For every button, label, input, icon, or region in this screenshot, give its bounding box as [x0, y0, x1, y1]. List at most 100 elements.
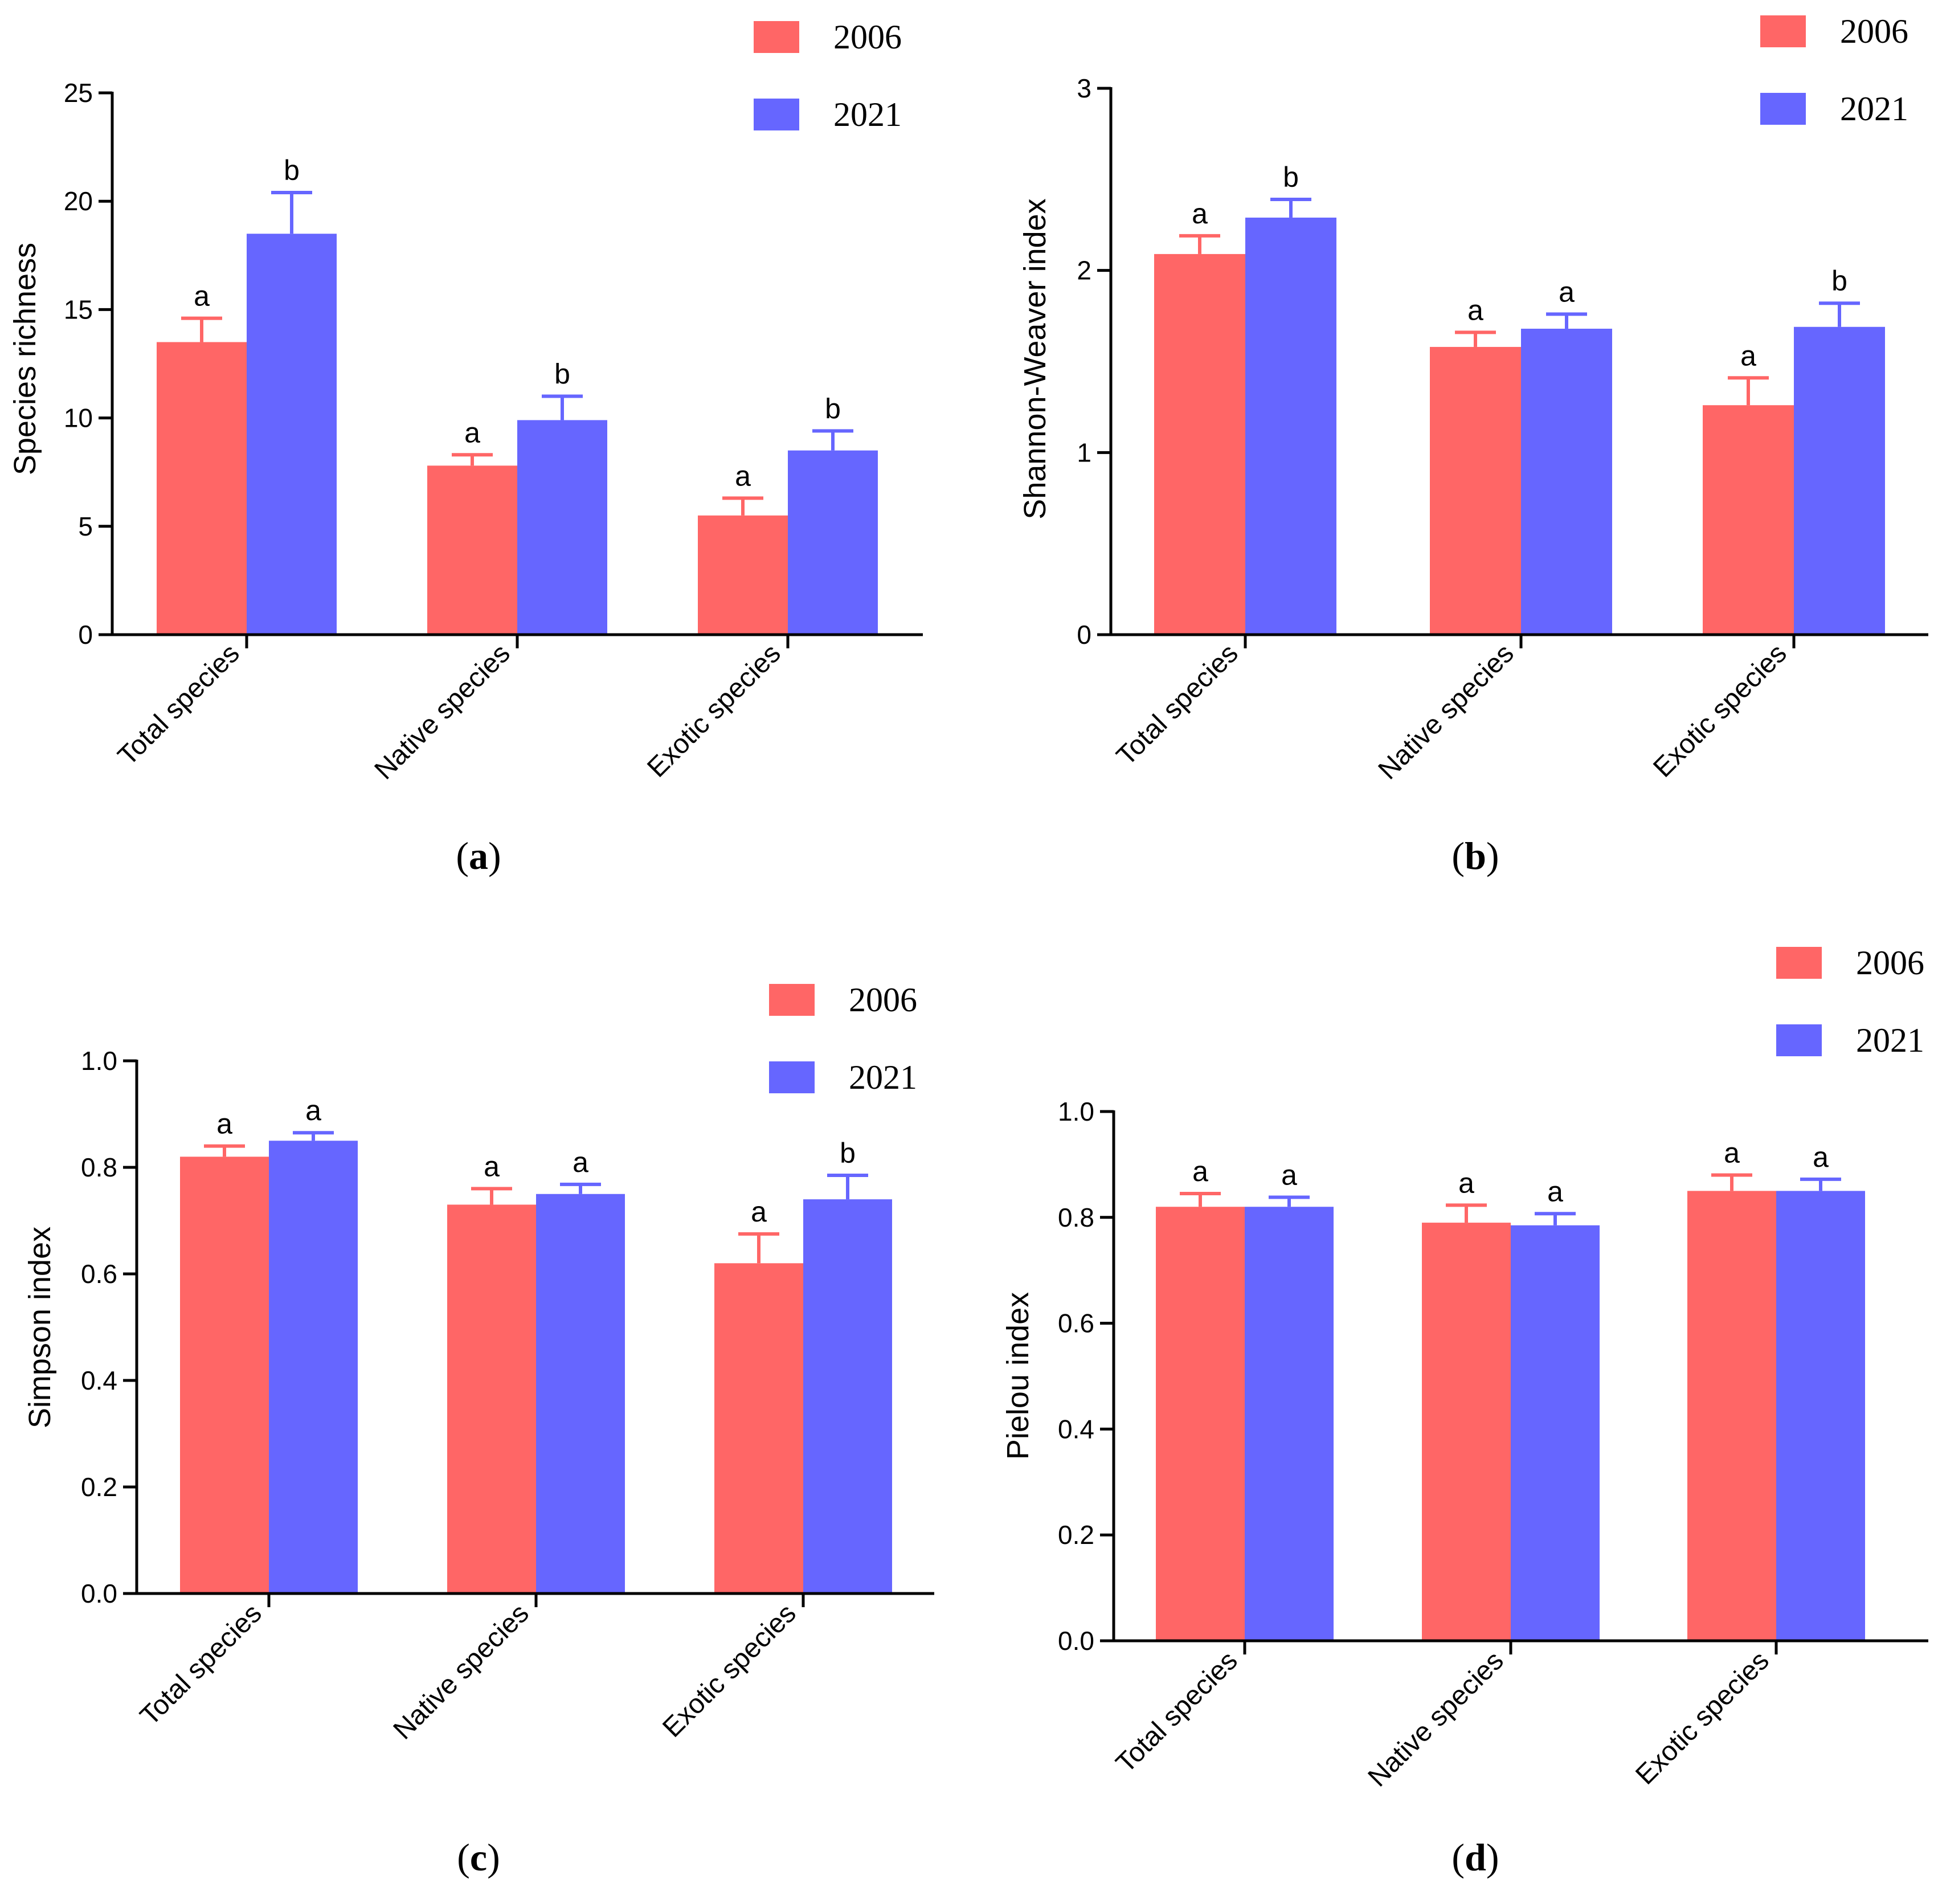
bar-a-2006-2: [698, 515, 788, 635]
error-bar-c-2006-1: [471, 1187, 512, 1205]
error-bar-b-2006-2: [1728, 376, 1769, 406]
error-bar-c-2021-2: [827, 1174, 868, 1200]
sig-letter-c-2021-1: a: [573, 1146, 588, 1178]
error-bar-a-2006-2: [722, 496, 763, 516]
bar-a-2006-1: [427, 465, 517, 635]
bar-c-2006-2: [714, 1263, 803, 1594]
error-bar-c-2006-0: [204, 1144, 245, 1157]
legend-label-c-2021: 2021: [849, 1059, 917, 1096]
sig-letter-d-2006-2: a: [1724, 1137, 1740, 1168]
category-label-a-1: Native species: [369, 638, 516, 785]
legend-swatch-c-2021: [769, 1061, 815, 1093]
legend-b: 2006 2021: [1760, 13, 1908, 128]
y-tick-label-d-0: 0.0: [1058, 1626, 1094, 1656]
legend-label-d-2006: 2006: [1856, 944, 1924, 982]
bar-b-2021-2: [1794, 326, 1885, 635]
panel-letter-b: b: [1465, 834, 1486, 877]
bar-b-2021-0: [1245, 217, 1336, 635]
legend-swatch-c-2006: [769, 984, 815, 1016]
y-tick-label-b-3: 3: [1077, 73, 1091, 103]
error-bar-d-2006-0: [1180, 1191, 1221, 1207]
sig-letter-d-2021-0: a: [1281, 1159, 1297, 1191]
sig-letter-a-2006-0: a: [194, 280, 210, 312]
category-label-a-0: Total species: [112, 638, 246, 771]
panel-label-b: (b): [1451, 834, 1499, 877]
legend-swatch-d-2006: [1776, 947, 1822, 979]
chart-panel-a: a a a b b b 0 5 10 15 20 25 Total species Native spec…: [8, 18, 923, 877]
bar-b-2006-2: [1703, 405, 1794, 635]
y-axis-title-b: Shannon-Weaver index: [1018, 198, 1052, 519]
legend-swatch-a-2006: [754, 21, 799, 53]
panel-letter-a: a: [469, 834, 488, 877]
panel-label-d: (d): [1451, 1836, 1499, 1879]
bar-d-2006-2: [1687, 1191, 1776, 1641]
error-bar-b-2021-2: [1819, 301, 1860, 327]
y-tick-label-c-5: 1.0: [81, 1046, 117, 1076]
error-bar-d-2021-1: [1535, 1212, 1576, 1225]
y-tick-label-a-3: 15: [64, 295, 93, 324]
sig-letter-a-2006-1: a: [464, 416, 480, 448]
legend-swatch-b-2021: [1760, 93, 1806, 125]
sig-letter-d-2006-0: a: [1192, 1155, 1208, 1187]
error-bar-a-2006-0: [181, 316, 222, 342]
y-tick-label-d-2: 0.4: [1058, 1414, 1094, 1444]
y-tick-label-a-4: 20: [64, 186, 93, 216]
error-bar-b-2021-0: [1270, 197, 1311, 218]
legend-label-a-2021: 2021: [833, 96, 902, 133]
chart-panel-d: a a a a a a 0.0 0.2 0.4 0.6 0.8 1.0 Total species Nat…: [1001, 944, 1928, 1879]
sig-letter-d-2021-1: a: [1547, 1175, 1563, 1207]
legend-c: 2006 2021: [769, 981, 917, 1096]
legend-swatch-d-2021: [1776, 1024, 1822, 1056]
category-label-c-2: Exotic species: [657, 1598, 802, 1743]
sig-letter-c-2021-0: a: [305, 1094, 321, 1126]
y-axis-title-c: Simpson index: [23, 1227, 57, 1428]
sig-letter-c-2006-2: a: [751, 1196, 767, 1228]
sig-letter-a-2021-0: b: [284, 154, 300, 186]
sig-letter-c-2006-0: a: [216, 1108, 232, 1140]
y-tick-label-b-2: 2: [1077, 256, 1091, 285]
legend-a: 2006 2021: [754, 18, 902, 133]
y-tick-label-c-2: 0.4: [81, 1366, 117, 1395]
category-label-a-2: Exotic species: [641, 638, 786, 783]
error-bar-d-2021-2: [1800, 1177, 1841, 1191]
y-tick-label-c-1: 0.2: [81, 1472, 117, 1502]
sig-letter-b-2006-2: a: [1740, 340, 1756, 371]
category-label-d-0: Total species: [1110, 1645, 1244, 1779]
category-label-d-1: Native species: [1363, 1645, 1510, 1792]
chart-panel-b: a a a b a b 0 1 2 3 Total species Native species Exo…: [1018, 13, 1928, 877]
error-bar-c-2021-1: [560, 1182, 601, 1194]
sig-letter-a-2006-2: a: [735, 460, 751, 492]
y-tick-label-d-3: 0.6: [1058, 1309, 1094, 1338]
error-bar-d-2006-1: [1446, 1203, 1487, 1223]
error-bar-d-2021-0: [1269, 1195, 1310, 1207]
y-tick-label-d-5: 1.0: [1058, 1097, 1094, 1126]
bar-c-2006-1: [447, 1204, 536, 1594]
error-bar-b-2006-0: [1179, 234, 1220, 254]
y-axis-title-a: Species richness: [8, 243, 42, 475]
bar-a-2006-0: [157, 342, 247, 635]
sig-letter-b-2006-0: a: [1192, 198, 1208, 230]
category-label-d-2: Exotic species: [1630, 1645, 1774, 1790]
chart-panel-c: a a a a a b 0.0 0.2 0.4 0.6 0.8 1.0 Total species Nat…: [23, 981, 934, 1879]
bar-c-2006-0: [180, 1157, 269, 1594]
bar-c-2021-0: [269, 1141, 358, 1594]
legend-label-d-2021: 2021: [1856, 1022, 1924, 1059]
y-tick-label-a-5: 25: [64, 78, 93, 108]
bar-d-2006-1: [1422, 1223, 1511, 1641]
bar-a-2021-2: [788, 450, 878, 635]
bar-b-2006-1: [1430, 346, 1521, 635]
y-tick-label-a-2: 10: [64, 403, 93, 433]
y-tick-label-a-0: 0: [78, 620, 93, 649]
y-tick-label-d-1: 0.2: [1058, 1520, 1094, 1550]
y-tick-label-c-0: 0.0: [81, 1579, 117, 1608]
sig-letter-b-2021-1: a: [1559, 276, 1575, 308]
error-bar-a-2021-2: [812, 429, 853, 451]
panel-label-a: (a): [456, 834, 501, 877]
bar-c-2021-1: [536, 1194, 625, 1594]
bar-c-2021-2: [803, 1199, 892, 1594]
y-tick-label-b-0: 0: [1077, 620, 1091, 649]
sig-letter-b-2021-0: b: [1283, 161, 1299, 193]
bar-a-2021-1: [517, 420, 607, 635]
error-bar-a-2021-0: [271, 190, 312, 234]
